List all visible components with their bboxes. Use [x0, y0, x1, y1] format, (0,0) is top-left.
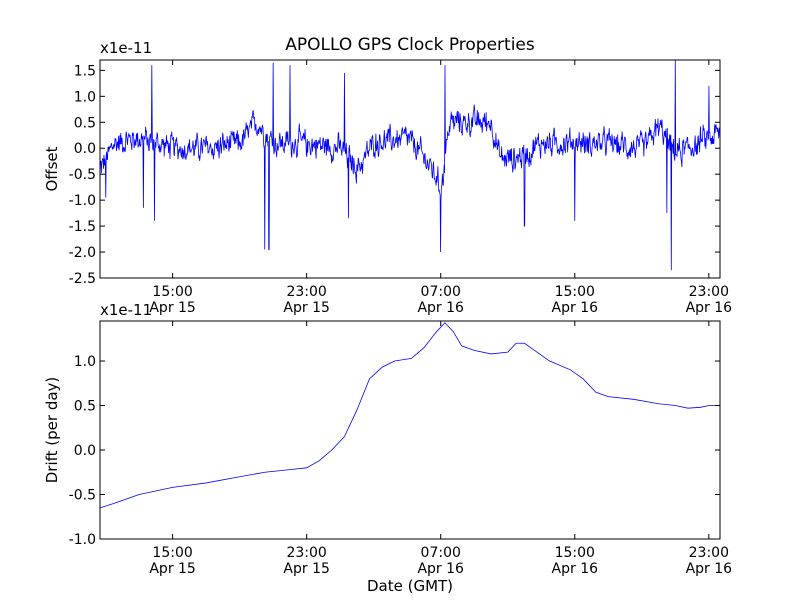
drift-x-tick-label-time: 23:00	[286, 545, 326, 561]
offset-y-axis-label: Offset	[43, 146, 61, 191]
drift-x-tick-label-date: Apr 16	[417, 561, 464, 577]
offset-y-tick-label: 1.5	[74, 63, 96, 79]
offset-x-tick-label-time: 15:00	[555, 284, 595, 300]
drift-y-tick-label: 0.5	[74, 399, 96, 415]
offset-plot-frame	[99, 59, 721, 279]
drift-plot-frame	[99, 320, 721, 540]
offset-y-tick-label: -0.5	[69, 167, 96, 183]
drift-x-tick-label-time: 07:00	[421, 545, 461, 561]
offset-x-tick-label-date: Apr 16	[552, 300, 599, 316]
offset-y-tick-label: 1.0	[74, 89, 96, 105]
offset-axes: -2.5-2.0-1.5-1.0-0.50.00.51.01.515:00Apr…	[69, 60, 732, 316]
offset-panel: -2.5-2.0-1.5-1.0-0.50.00.51.01.515:00Apr…	[43, 39, 732, 316]
drift-x-tick-label-date: Apr 16	[552, 561, 599, 577]
offset-x-tick-label-date: Apr 15	[149, 300, 195, 316]
offset-y-tick-label: -1.5	[69, 219, 96, 235]
drift-x-tick-label-date: Apr 16	[686, 561, 733, 577]
drift-x-tick-label-date: Apr 15	[149, 561, 195, 577]
offset-x-tick-label-time: 23:00	[286, 284, 326, 300]
offset-x-tick-label-date: Apr 15	[283, 300, 329, 316]
drift-y-tick-label: 1.0	[74, 354, 96, 370]
offset-x-tick-label-time: 07:00	[421, 284, 461, 300]
offset-x-tick-label-time: 15:00	[152, 284, 192, 300]
offset-x-tick-label-time: 23:00	[689, 284, 729, 300]
drift-y-tick-label: 0.0	[74, 443, 96, 459]
drift-x-tick-label-date: Apr 15	[283, 561, 329, 577]
offset-multiplier-label: x1e-11	[100, 39, 152, 57]
drift-y-axis-label: Drift (per day)	[43, 377, 61, 484]
offset-y-tick-label: -2.0	[69, 245, 96, 261]
offset-x-tick-label-date: Apr 16	[686, 300, 733, 316]
drift-x-tick-label-time: 23:00	[689, 545, 729, 561]
drift-series	[100, 322, 720, 509]
offset-x-tick-label-date: Apr 16	[417, 300, 464, 316]
offset-y-tick-label: 0.0	[74, 141, 96, 157]
drift-multiplier-label: x1e-11	[100, 301, 152, 319]
drift-x-tick-label-time: 15:00	[555, 545, 595, 561]
drift-x-axis-label: Date (GMT)	[367, 577, 453, 595]
offset-series-line	[100, 60, 720, 271]
offset-y-tick-label: -2.5	[69, 271, 96, 287]
drift-y-tick-label: -0.5	[69, 488, 96, 504]
drift-y-tick-label: -1.0	[69, 532, 96, 548]
offset-y-tick-label: 0.5	[74, 115, 96, 131]
drift-x-tick-label-time: 15:00	[152, 545, 192, 561]
offset-series	[100, 60, 720, 271]
chart-title: APOLLO GPS Clock Properties	[285, 35, 535, 55]
offset-y-tick-label: -1.0	[69, 193, 96, 209]
drift-series-line	[100, 322, 720, 509]
